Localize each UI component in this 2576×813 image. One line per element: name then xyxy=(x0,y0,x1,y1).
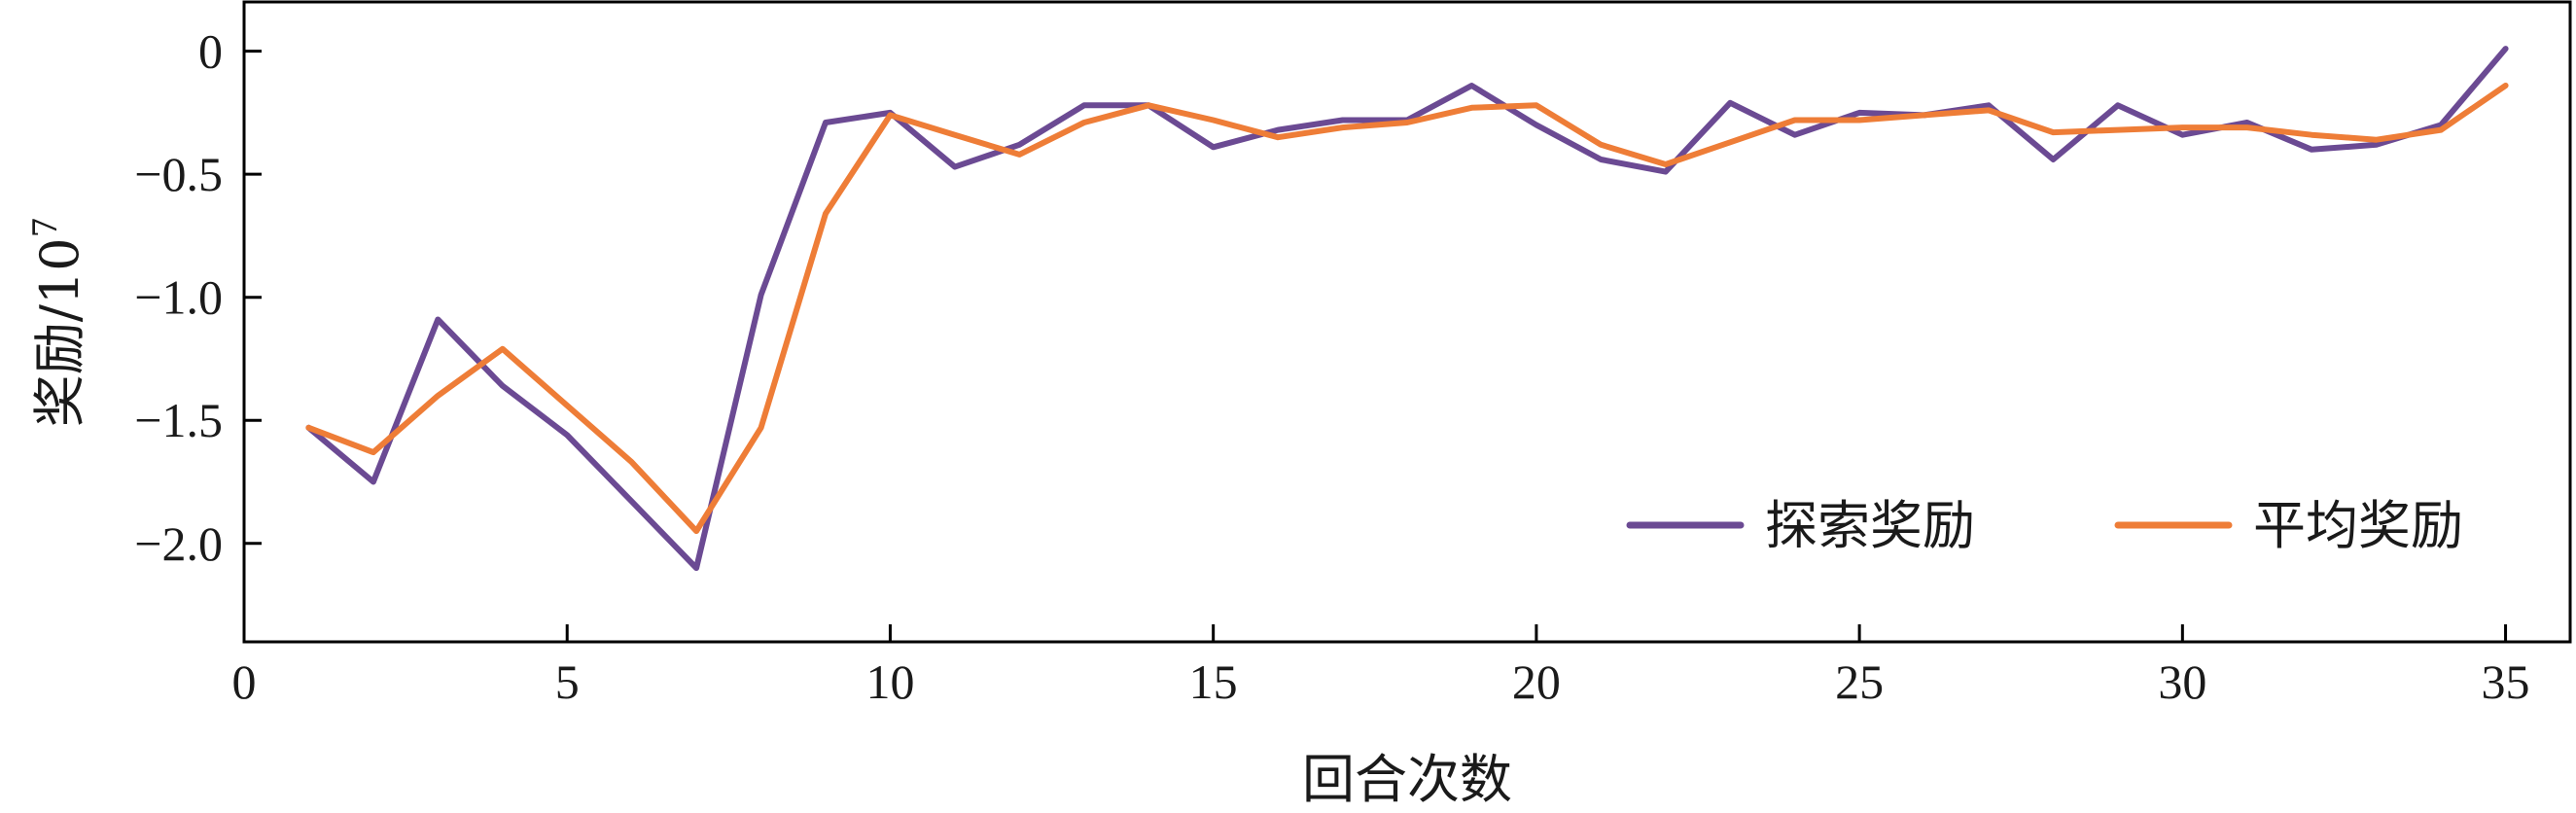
y-tick-label: −1.0 xyxy=(134,270,223,325)
x-axis-title: 回合次数 xyxy=(1302,749,1512,810)
legend-label-average: 平均奖励 xyxy=(2253,495,2463,556)
x-tick-label: 10 xyxy=(865,654,914,709)
y-tick-label: −0.5 xyxy=(134,147,223,201)
series-lines xyxy=(305,46,2509,572)
plot-frame xyxy=(242,0,2572,644)
legend: 探索奖励 平均奖励 xyxy=(1626,495,2463,556)
x-tick-label: 35 xyxy=(2482,654,2530,709)
y-tick-label: −2.0 xyxy=(134,516,223,571)
y-tick-label: −1.5 xyxy=(134,393,223,447)
x-tick-label: 0 xyxy=(232,654,257,709)
legend-label-explore: 探索奖励 xyxy=(1765,495,1975,556)
y-tick-label: 0 xyxy=(198,24,223,79)
x-tick-label: 20 xyxy=(1512,654,1561,709)
x-tick-label: 25 xyxy=(1835,654,1884,709)
average-reward-line xyxy=(305,83,2509,535)
x-tick-label: 15 xyxy=(1189,654,1238,709)
y-axis: 0 −0.5 −1.0 −1.5 −2.0 xyxy=(134,24,262,571)
x-tick-label: 30 xyxy=(2158,654,2206,709)
y-axis-title: 奖励/107 xyxy=(26,217,90,428)
x-axis: 0 5 10 15 20 25 30 35 xyxy=(232,624,2530,709)
y-axis-title-text: 奖励/10 xyxy=(29,237,90,427)
x-tick-label: 5 xyxy=(555,654,580,709)
y-axis-title-exponent: 7 xyxy=(26,217,65,238)
